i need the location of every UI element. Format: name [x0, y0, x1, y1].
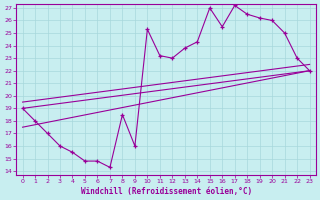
X-axis label: Windchill (Refroidissement éolien,°C): Windchill (Refroidissement éolien,°C)	[81, 187, 252, 196]
